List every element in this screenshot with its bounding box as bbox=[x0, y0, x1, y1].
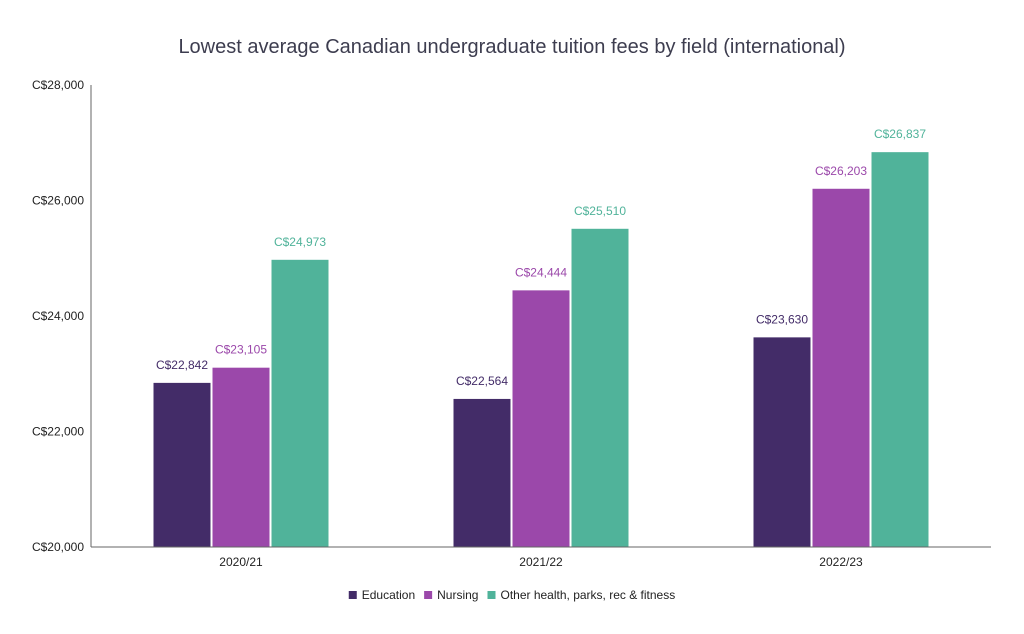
legend-item: Other health, parks, rec & fitness bbox=[487, 588, 675, 602]
bars bbox=[153, 152, 929, 548]
bar-other-health-parks-rec-fitness-1 bbox=[571, 228, 629, 548]
data-label: C$26,203 bbox=[815, 164, 867, 178]
bar-other-health-parks-rec-fitness-0 bbox=[271, 259, 329, 547]
bar-education-2 bbox=[753, 337, 811, 547]
legend-item: Nursing bbox=[424, 588, 478, 602]
data-label: C$26,837 bbox=[874, 127, 926, 141]
chart-title: Lowest average Canadian undergraduate tu… bbox=[178, 36, 845, 58]
y-tick-label: C$28,000 bbox=[32, 78, 84, 92]
legend-item: Education bbox=[348, 588, 415, 602]
x-tick-label: 2022/23 bbox=[819, 555, 863, 569]
y-tick-label: C$26,000 bbox=[32, 194, 84, 208]
bar-education-1 bbox=[453, 398, 511, 547]
y-axis-ticks: C$20,000 C$22,000 C$24,000 C$26,000 C$28,000 bbox=[32, 78, 84, 554]
data-label: C$23,105 bbox=[215, 343, 267, 357]
x-tick-label: 2020/21 bbox=[219, 555, 263, 569]
bar-nursing-0 bbox=[212, 367, 270, 547]
y-tick-label: C$22,000 bbox=[32, 425, 84, 439]
data-label: C$22,842 bbox=[156, 358, 208, 372]
bar-other-health-parks-rec-fitness-2 bbox=[871, 152, 929, 547]
legend: Education Nursing Other health, parks, rec… bbox=[348, 588, 675, 602]
data-label: C$24,444 bbox=[515, 265, 567, 279]
y-tick-label: C$24,000 bbox=[32, 309, 84, 323]
data-labels: C$22,842 C$23,105 C$24,973 C$22,564 C$24,444… bbox=[156, 127, 926, 388]
x-axis-ticks: 2020/21 2021/22 2022/23 bbox=[219, 555, 863, 569]
data-label: C$25,510 bbox=[574, 204, 626, 218]
data-label: C$24,973 bbox=[274, 235, 326, 249]
legend-swatch bbox=[348, 591, 357, 599]
legend-label: Education bbox=[362, 588, 415, 602]
legend-label: Nursing bbox=[437, 588, 478, 602]
y-tick-label: C$20,000 bbox=[32, 540, 84, 554]
legend-label: Other health, parks, rec & fitness bbox=[500, 588, 675, 602]
legend-swatch bbox=[487, 591, 496, 599]
data-label: C$22,564 bbox=[456, 374, 508, 388]
legend-swatch bbox=[424, 591, 433, 599]
data-label: C$23,630 bbox=[756, 312, 808, 326]
bar-education-0 bbox=[153, 382, 211, 547]
bar-nursing-1 bbox=[512, 290, 570, 547]
bar-nursing-2 bbox=[812, 188, 870, 548]
x-tick-label: 2021/22 bbox=[519, 555, 563, 569]
